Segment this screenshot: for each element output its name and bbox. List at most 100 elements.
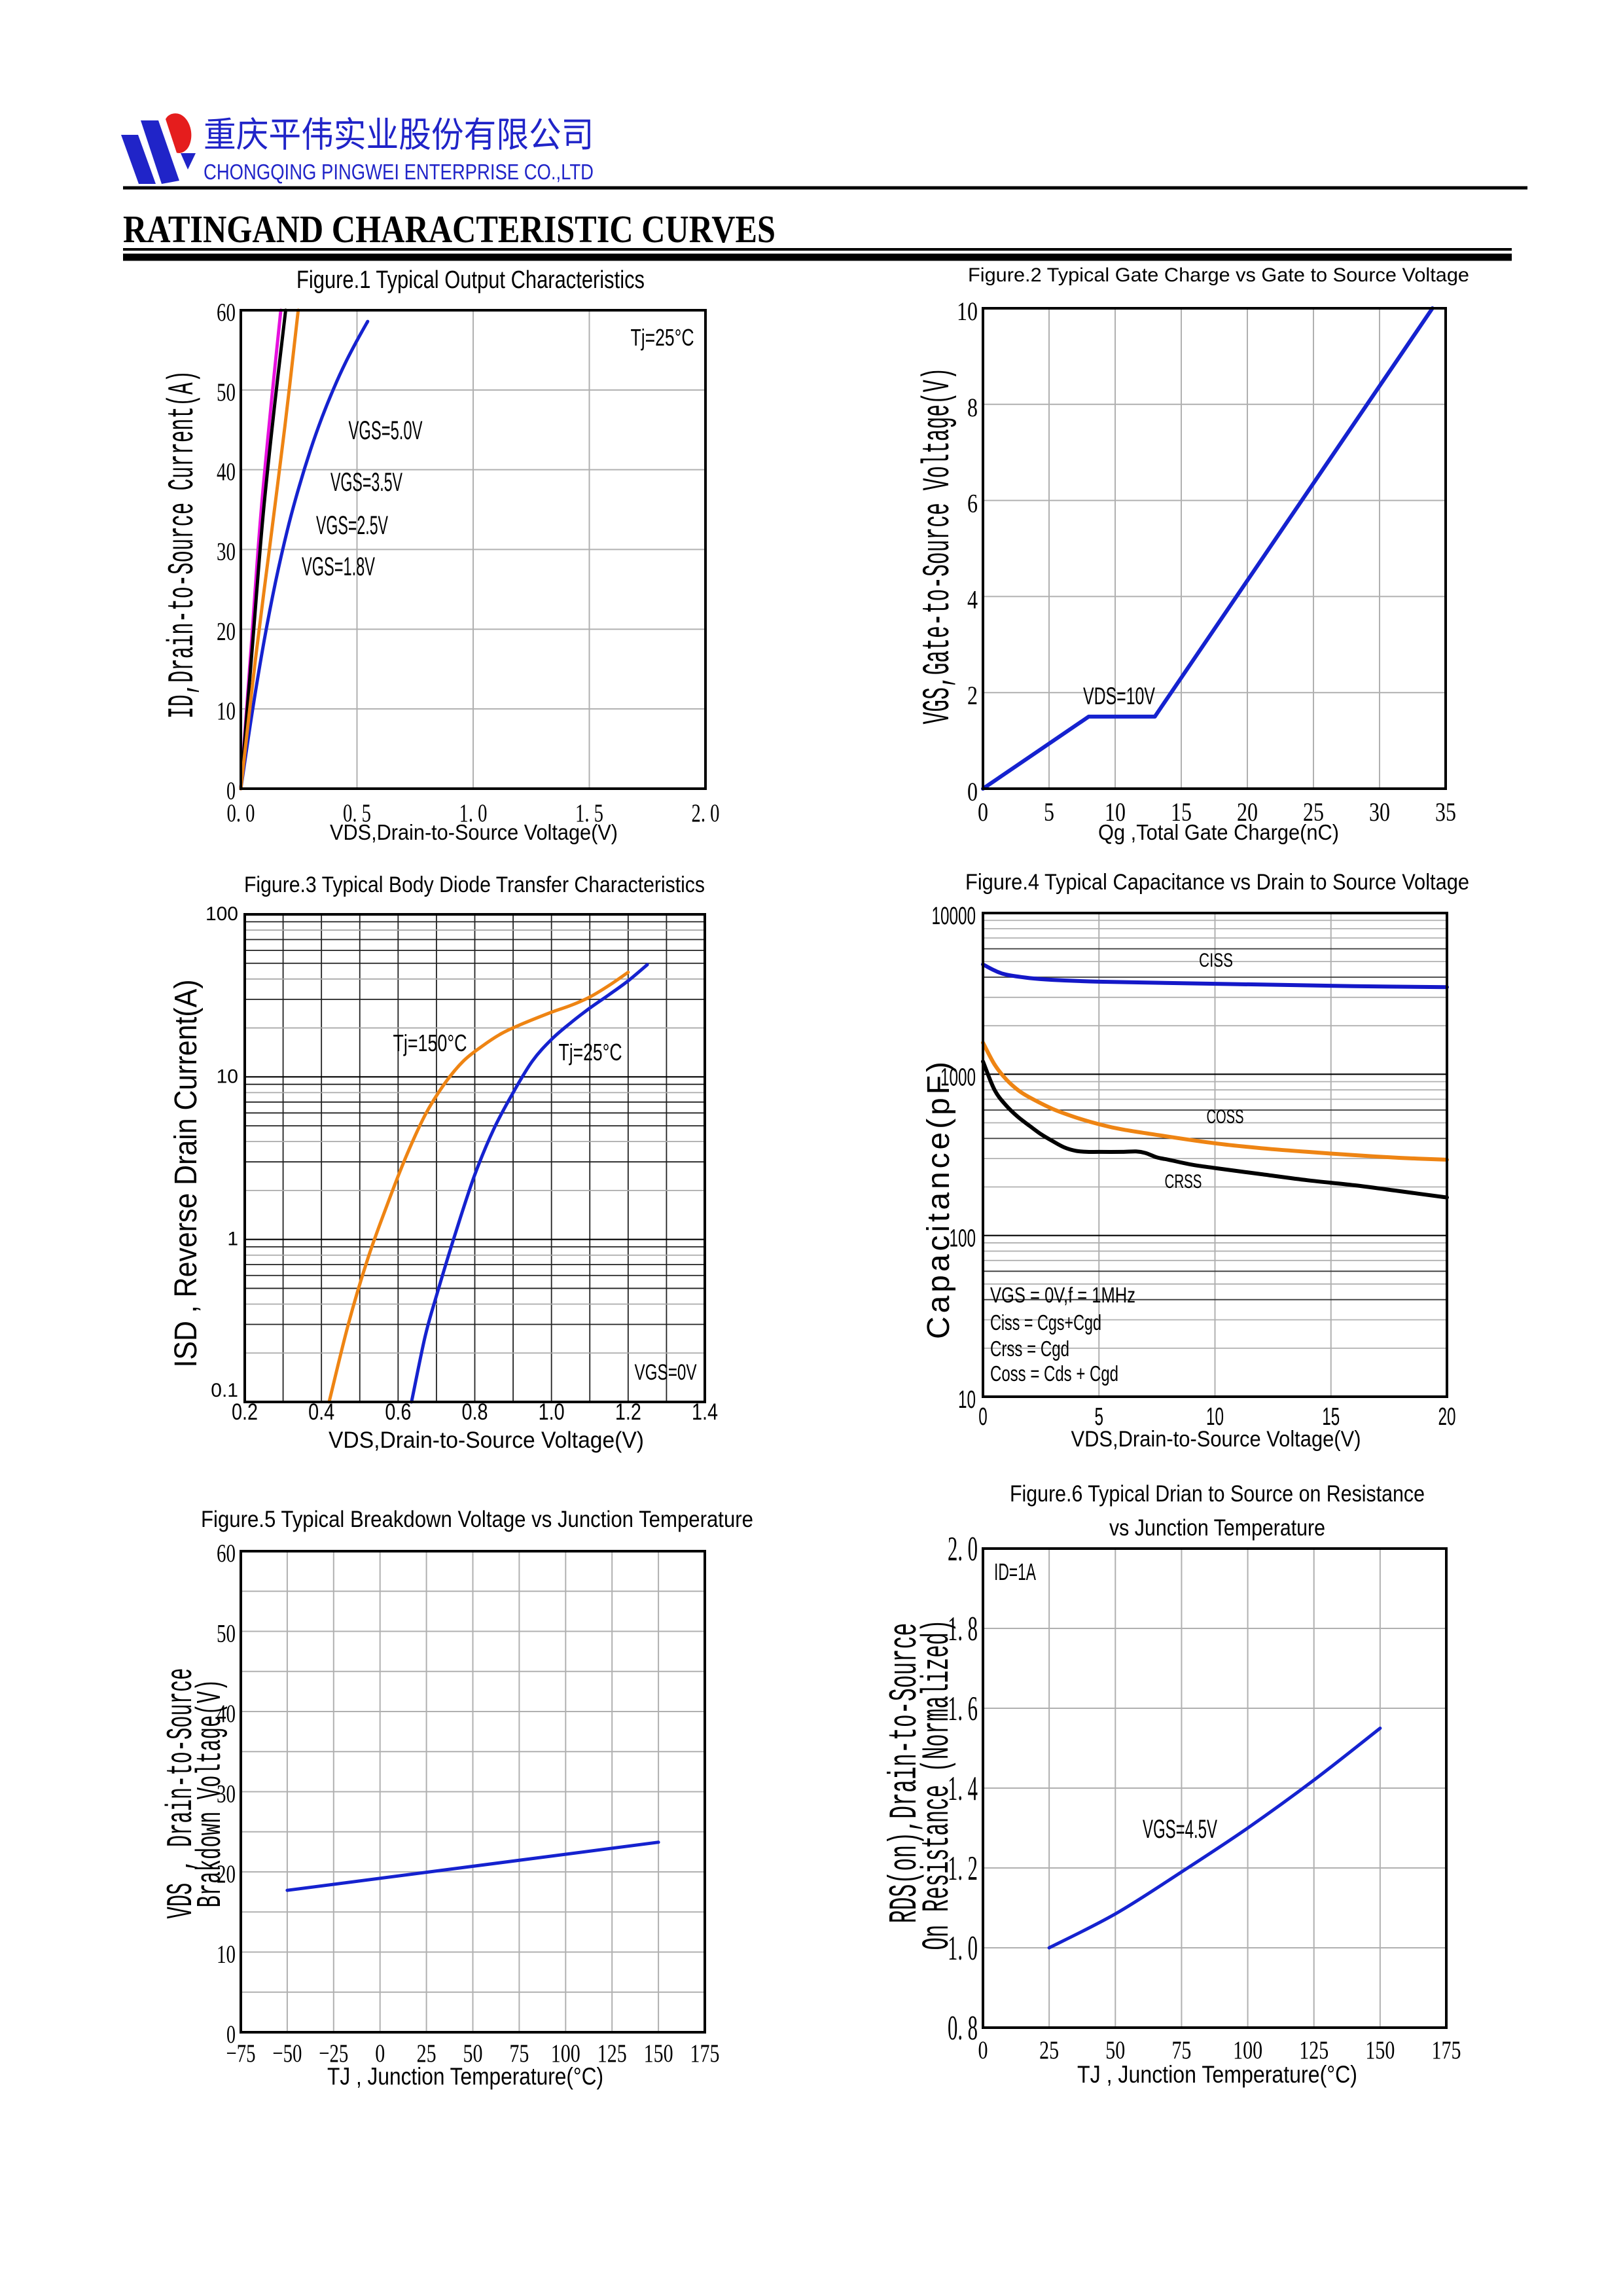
- svg-text:0: 0: [226, 777, 236, 805]
- svg-text:VDS,Drain-to-Source Voltage(V): VDS,Drain-to-Source Voltage(V): [330, 820, 618, 844]
- svg-text:Qg ,Total Gate Charge(nC): Qg ,Total Gate Charge(nC): [1098, 820, 1339, 844]
- svg-text:40: 40: [217, 1700, 236, 1728]
- svg-text:Coss = Cds + Cgd: Coss = Cds + Cgd: [990, 1361, 1118, 1386]
- svg-text:Brakdown Voltage(V): Brakdown Voltage(V): [191, 1679, 230, 1908]
- svg-text:On Resistance (Normalized): On Resistance (Normalized): [917, 1620, 959, 1950]
- svg-text:CHONGQING PINGWEI ENTERPRISE C: CHONGQING PINGWEI ENTERPRISE CO.,LTD: [204, 160, 594, 184]
- svg-text:10: 10: [1206, 1403, 1224, 1431]
- svg-text:8: 8: [967, 393, 978, 422]
- svg-text:100: 100: [205, 903, 238, 925]
- svg-text:−25: −25: [319, 2039, 348, 2068]
- svg-text:VDS , Drain-to-Source: VDS , Drain-to-Source: [160, 1668, 202, 1919]
- svg-text:TJ , Junction Temperature(°C): TJ , Junction Temperature(°C): [327, 2063, 603, 2090]
- svg-text:Figure.2 Typical Gate Charge v: Figure.2 Typical Gate Charge vs Gate to …: [968, 264, 1469, 286]
- svg-text:100: 100: [1233, 2036, 1262, 2064]
- svg-text:Figure.5 Typical Breakdown Vol: Figure.5 Typical Breakdown Voltage vs Ju…: [201, 1507, 753, 1532]
- svg-text:ID=1A: ID=1A: [994, 1558, 1036, 1585]
- svg-text:20: 20: [1237, 797, 1258, 827]
- svg-text:35: 35: [1435, 797, 1456, 827]
- svg-text:10: 10: [1105, 797, 1126, 827]
- svg-text:175: 175: [1432, 2036, 1461, 2064]
- svg-text:VGS=4.5V: VGS=4.5V: [1143, 1815, 1217, 1844]
- svg-text:10: 10: [958, 1386, 976, 1414]
- svg-text:60: 60: [217, 298, 236, 327]
- svg-text:1. 8: 1. 8: [948, 1610, 978, 1648]
- svg-text:10: 10: [957, 296, 978, 326]
- svg-text:vs Junction Temperature: vs Junction Temperature: [1109, 1515, 1325, 1541]
- svg-text:6: 6: [967, 489, 978, 518]
- svg-text:ID,Drain-to-Source Current(A): ID,Drain-to-Source Current(A): [162, 370, 204, 719]
- svg-text:0. 8: 0. 8: [948, 2009, 978, 2047]
- svg-text:20: 20: [1438, 1403, 1456, 1431]
- svg-text:VGS = 0V,f = 1MHz: VGS = 0V,f = 1MHz: [990, 1283, 1135, 1307]
- svg-text:1. 0: 1. 0: [459, 799, 488, 827]
- svg-text:30: 30: [217, 1780, 236, 1808]
- svg-text:2: 2: [967, 681, 978, 710]
- svg-text:0. 0: 0. 0: [227, 799, 255, 827]
- svg-text:0: 0: [226, 2020, 236, 2049]
- svg-text:0: 0: [978, 797, 988, 827]
- svg-text:Figure.3 Typical Body Diode Tr: Figure.3 Typical Body Diode Transfer Cha…: [244, 872, 705, 897]
- svg-text:50: 50: [217, 378, 236, 406]
- svg-text:125: 125: [597, 2039, 627, 2068]
- svg-text:4: 4: [967, 584, 978, 614]
- svg-text:Tj=150°C: Tj=150°C: [393, 1030, 467, 1056]
- svg-text:30: 30: [217, 538, 236, 566]
- svg-text:VGS,Gate-to-Source Voltage(V): VGS,Gate-to-Source Voltage(V): [918, 368, 960, 725]
- svg-text:1: 1: [227, 1229, 238, 1250]
- svg-text:0: 0: [375, 2039, 385, 2068]
- svg-text:50: 50: [463, 2039, 483, 2068]
- svg-text:−75: −75: [226, 2039, 256, 2068]
- svg-text:ISD , Reverse Drain Current(A): ISD , Reverse Drain Current(A): [169, 980, 204, 1368]
- svg-text:0.4: 0.4: [308, 1399, 334, 1425]
- svg-text:100: 100: [551, 2039, 580, 2068]
- svg-text:VGS=1.8V: VGS=1.8V: [302, 552, 375, 581]
- svg-text:VGS=2.5V: VGS=2.5V: [316, 511, 388, 540]
- svg-text:TJ , Junction Temperature(°C): TJ , Junction Temperature(°C): [1077, 2061, 1357, 2088]
- svg-text:40: 40: [217, 458, 236, 486]
- svg-text:50: 50: [1105, 2036, 1125, 2064]
- svg-text:10: 10: [217, 697, 236, 725]
- svg-text:20: 20: [217, 617, 236, 645]
- svg-text:VDS,Drain-to-Source Voltage(V): VDS,Drain-to-Source Voltage(V): [329, 1427, 644, 1453]
- svg-text:RDS(on),Drain-to-Source: RDS(on),Drain-to-Source: [883, 1623, 928, 1924]
- svg-text:0: 0: [978, 2036, 988, 2064]
- svg-text:10: 10: [217, 1941, 236, 1969]
- svg-text:0.8: 0.8: [462, 1399, 488, 1425]
- svg-text:Crss = Cgd: Crss = Cgd: [990, 1336, 1069, 1361]
- svg-text:25: 25: [1303, 797, 1324, 827]
- svg-text:0.2: 0.2: [232, 1399, 258, 1425]
- svg-text:1.2: 1.2: [615, 1399, 641, 1425]
- svg-text:150: 150: [644, 2039, 673, 2068]
- svg-text:100: 100: [950, 1225, 976, 1253]
- svg-text:150: 150: [1365, 2036, 1395, 2064]
- svg-text:30: 30: [1369, 797, 1390, 827]
- svg-text:Capacitance(pF): Capacitance(pF): [921, 1062, 956, 1339]
- svg-text:VGS=0V: VGS=0V: [635, 1360, 697, 1385]
- svg-text:VDS,Drain-to-Source Voltage(V): VDS,Drain-to-Source Voltage(V): [1071, 1427, 1361, 1452]
- svg-text:Tj=25°C: Tj=25°C: [559, 1039, 622, 1066]
- svg-text:1000: 1000: [940, 1064, 976, 1091]
- svg-text:125: 125: [1299, 2036, 1329, 2064]
- svg-text:1. 6: 1. 6: [948, 1690, 978, 1728]
- svg-text:RATINGAND CHARACTERISTIC CURVE: RATINGAND CHARACTERISTIC CURVES: [123, 207, 776, 251]
- svg-text:0: 0: [967, 777, 978, 806]
- svg-text:2. 0: 2. 0: [948, 1530, 978, 1568]
- svg-text:1.4: 1.4: [692, 1399, 718, 1425]
- svg-text:1. 5: 1. 5: [575, 799, 603, 827]
- svg-text:CISS: CISS: [1199, 950, 1233, 971]
- svg-text:Figure.4 Typical Capacitance v: Figure.4 Typical Capacitance vs Drain to…: [965, 870, 1469, 895]
- svg-text:VGS=3.5V: VGS=3.5V: [330, 468, 402, 497]
- svg-text:5: 5: [1095, 1403, 1104, 1431]
- svg-text:50: 50: [217, 1620, 236, 1648]
- svg-text:0.6: 0.6: [385, 1399, 411, 1425]
- svg-text:20: 20: [217, 1860, 236, 1888]
- svg-text:25: 25: [417, 2039, 437, 2068]
- svg-text:VGS=5.0V: VGS=5.0V: [349, 416, 423, 445]
- svg-text:1.0: 1.0: [539, 1399, 565, 1425]
- svg-text:10: 10: [217, 1066, 238, 1087]
- svg-text:2. 0: 2. 0: [692, 799, 720, 827]
- svg-text:Tj=25°C: Tj=25°C: [631, 324, 694, 351]
- svg-text:0.1: 0.1: [211, 1380, 238, 1401]
- svg-text:1. 4: 1. 4: [948, 1770, 978, 1808]
